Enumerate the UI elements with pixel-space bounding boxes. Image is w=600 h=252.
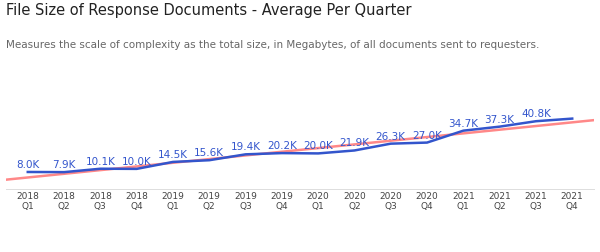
Text: 7.9K: 7.9K bbox=[52, 160, 76, 170]
Text: 10.0K: 10.0K bbox=[122, 157, 152, 167]
Text: 34.7K: 34.7K bbox=[448, 119, 478, 129]
Text: 14.5K: 14.5K bbox=[158, 150, 188, 160]
Text: 20.2K: 20.2K bbox=[267, 141, 297, 151]
Text: 8.0K: 8.0K bbox=[16, 160, 40, 170]
Text: 20.0K: 20.0K bbox=[303, 141, 333, 151]
Text: 37.3K: 37.3K bbox=[485, 115, 515, 125]
Text: 10.1K: 10.1K bbox=[85, 157, 115, 167]
Text: Measures the scale of complexity as the total size, in Megabytes, of all documen: Measures the scale of complexity as the … bbox=[6, 40, 539, 50]
Text: File Size of Response Documents - Average Per Quarter: File Size of Response Documents - Averag… bbox=[6, 3, 412, 18]
Text: 21.9K: 21.9K bbox=[340, 138, 370, 148]
Text: 40.8K: 40.8K bbox=[521, 109, 551, 119]
Text: 26.3K: 26.3K bbox=[376, 132, 406, 142]
Text: 27.0K: 27.0K bbox=[412, 131, 442, 141]
Text: 19.4K: 19.4K bbox=[230, 142, 260, 152]
Text: 15.6K: 15.6K bbox=[194, 148, 224, 158]
